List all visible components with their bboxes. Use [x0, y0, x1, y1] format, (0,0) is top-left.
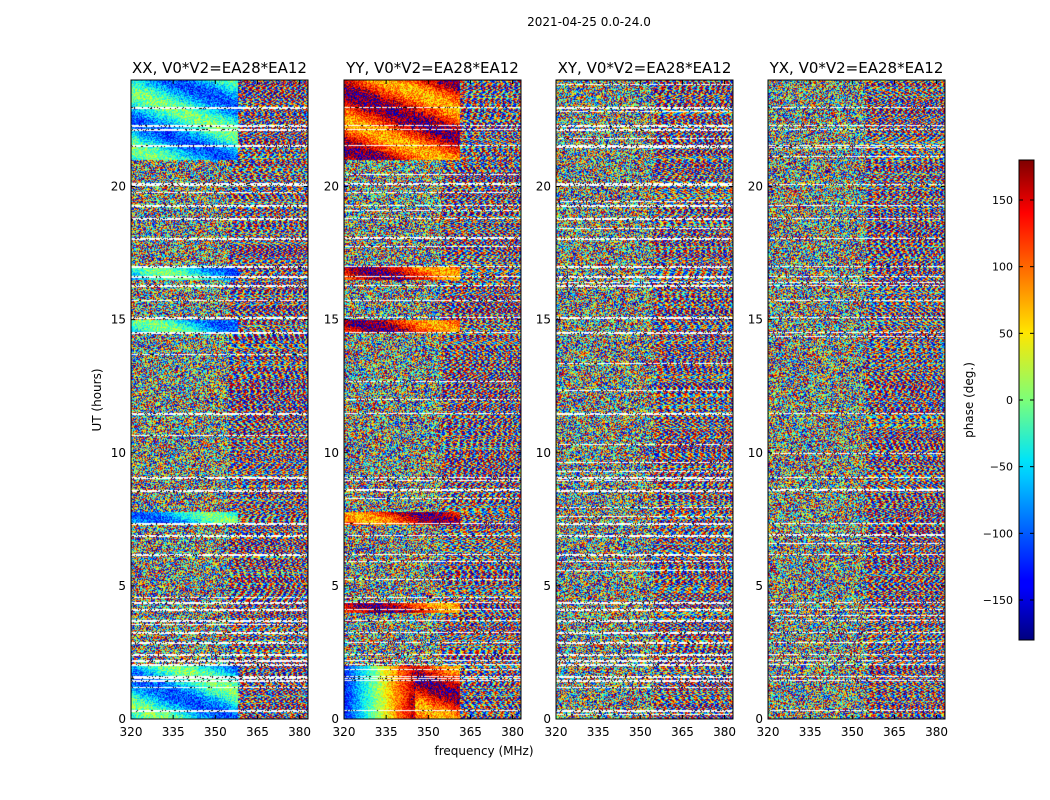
figure-suptitle: 2021-04-25 0.0-24.0: [527, 15, 651, 29]
x-tick-label: 365: [883, 725, 906, 739]
panel-yx: YX, V0*V2=EA28*EA12 320 335 350 365 380 0 5 10 15…: [748, 59, 948, 739]
x-tick-label: 335: [587, 725, 610, 739]
panel-title: YY, V0*V2=EA28*EA12: [345, 59, 519, 77]
colorbar-tick-label: 50: [999, 327, 1013, 340]
phase-image-yx: [768, 80, 945, 719]
colorbar-ticks: −150 −100 −50 0 50 100 150: [983, 194, 1034, 607]
panel-title: YX, V0*V2=EA28*EA12: [769, 59, 944, 77]
y-tick-label: 20: [536, 180, 551, 194]
x-tick-label: 365: [246, 725, 269, 739]
x-tick-label: 380: [501, 725, 524, 739]
phase-image-xy: [556, 80, 733, 719]
y-tick-label: 10: [111, 446, 126, 460]
y-tick-label: 20: [111, 180, 126, 194]
x-tick-label: 335: [162, 725, 185, 739]
x-tick-label: 380: [713, 725, 736, 739]
colorbar-label: phase (deg.): [962, 362, 976, 438]
panel-title: XY, V0*V2=EA28*EA12: [558, 59, 732, 77]
y-tick-label: 0: [755, 712, 763, 726]
panel-frame: [555, 79, 734, 720]
colorbar-tick-label: 0: [1006, 394, 1013, 407]
y-axis-label: UT (hours): [90, 368, 104, 431]
colorbar-tick-label: 100: [992, 261, 1013, 274]
y-tick-label: 15: [324, 313, 339, 327]
y-tick-label: 15: [111, 313, 126, 327]
panel-title: XX, V0*V2=EA28*EA12: [132, 59, 307, 77]
colorbar-tick-label: −50: [990, 461, 1013, 474]
x-tick-label: 320: [545, 725, 568, 739]
panel-frame: [767, 79, 946, 720]
y-tick-label: 20: [324, 180, 339, 194]
panel-xx: XX, V0*V2=EA28*EA12 320 335 350 365 380 0 5 10 15…: [111, 59, 311, 739]
x-tick-label: 350: [204, 725, 227, 739]
x-tick-label: 350: [417, 725, 440, 739]
x-tick-label: 320: [757, 725, 780, 739]
y-tick-label: 5: [331, 579, 339, 593]
y-tick-label: 5: [543, 579, 551, 593]
x-tick-label: 350: [629, 725, 652, 739]
y-tick-label: 20: [748, 180, 763, 194]
phase-image-xx: [131, 80, 308, 719]
y-tick-label: 10: [536, 446, 551, 460]
x-tick-label: 320: [120, 725, 143, 739]
y-tick-label: 15: [748, 313, 763, 327]
panel-yy: YY, V0*V2=EA28*EA12 320 335 350 365 380 0 5 10 15…: [324, 59, 524, 739]
y-tick-label: 0: [118, 712, 126, 726]
x-tick-label: 335: [375, 725, 398, 739]
colorbar-tick-label: −150: [983, 594, 1013, 607]
y-tick-label: 5: [755, 579, 763, 593]
y-tick-label: 10: [324, 446, 339, 460]
y-tick-label: 5: [118, 579, 126, 593]
panel-frame: [130, 79, 309, 720]
y-tick-label: 0: [543, 712, 551, 726]
x-tick-label: 320: [333, 725, 356, 739]
x-tick-label: 350: [841, 725, 864, 739]
phase-image-yy: [344, 80, 521, 719]
colorbar: −150 −100 −50 0 50 100 150 phase (deg.): [962, 159, 1035, 641]
panel-frame: [343, 79, 522, 720]
panels: XX, V0*V2=EA28*EA12 320 335 350 365 380 0 5 10 15…: [111, 59, 948, 739]
colorbar-tick-label: 150: [992, 194, 1013, 207]
colorbar-tick-label: −100: [983, 527, 1013, 540]
x-tick-label: 335: [799, 725, 822, 739]
y-tick-label: 15: [536, 313, 551, 327]
y-tick-label: 10: [748, 446, 763, 460]
x-tick-label: 365: [459, 725, 482, 739]
x-tick-label: 380: [288, 725, 311, 739]
x-tick-label: 365: [671, 725, 694, 739]
panel-xy: XY, V0*V2=EA28*EA12 320 335 350 365 380 0 5 10 15…: [536, 59, 736, 739]
y-tick-label: 0: [331, 712, 339, 726]
x-tick-label: 380: [925, 725, 948, 739]
x-axis-label: frequency (MHz): [434, 744, 533, 758]
